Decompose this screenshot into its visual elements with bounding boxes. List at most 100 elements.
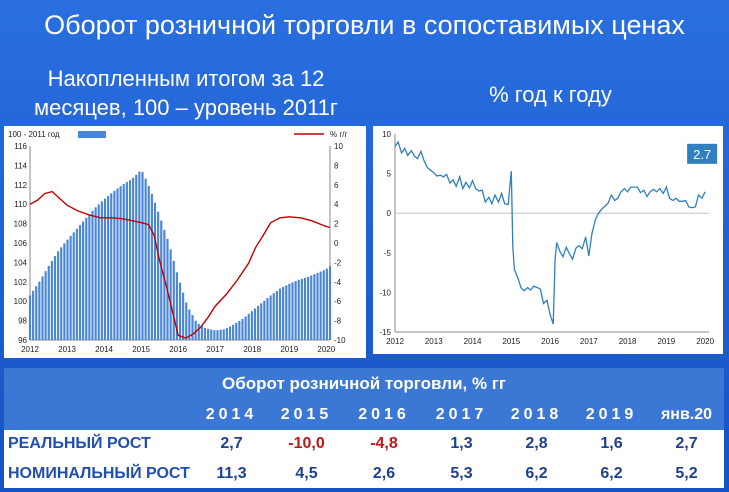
left-y2-tick-label: 0	[334, 239, 339, 248]
left-bar	[157, 211, 160, 340]
right-last-value-box	[687, 143, 718, 164]
left-bar	[172, 260, 175, 340]
left-bar	[266, 298, 269, 340]
left-bar	[125, 182, 128, 340]
left-bar	[200, 325, 203, 340]
left-bar	[88, 214, 91, 340]
left-bar	[78, 225, 82, 340]
left-x-tick-label: 2018	[243, 345, 261, 354]
left-bar	[41, 276, 44, 340]
cell-nominal-jan20: 5,2	[675, 465, 698, 482]
cell-nominal-2014: 11,3	[216, 465, 247, 482]
left-bar	[282, 286, 285, 340]
col-header-2018: 2018	[510, 406, 563, 423]
left-subtitle-line-2: месяцев, 100 – уровень 2011г	[34, 95, 338, 120]
left-chart: 100 - 2011 год% г/г969810010210410610811…	[8, 130, 347, 354]
left-bar	[82, 221, 85, 340]
left-bar	[63, 243, 66, 340]
table-row-nominal: НОМИНАЛЬНЫЙ РОСТ 11,3 4,5 2,6 5,3 6,2 6,…	[4, 460, 724, 488]
left-bar	[97, 204, 100, 340]
right-x-tick-label: 2016	[541, 337, 559, 346]
cell-real-2018: 2,8	[525, 435, 548, 452]
row-label-nominal: НОМИНАЛЬНЫЙ РОСТ	[8, 465, 190, 482]
right-y-tick-label: 10	[382, 130, 391, 139]
left-bar	[278, 288, 282, 340]
left-bar	[213, 330, 216, 340]
left-bar	[66, 239, 69, 340]
right-y-tick-label: -5	[384, 249, 392, 258]
left-y2-tick-label: -6	[334, 297, 342, 306]
cell-nominal-2015: 4,5	[295, 465, 318, 482]
left-bar	[269, 295, 272, 340]
cell-nominal-2018: 6,2	[525, 465, 548, 482]
left-y2-tick-label: 2	[334, 220, 339, 229]
left-y-tick-label: 110	[14, 200, 27, 209]
left-bar	[150, 193, 153, 340]
left-bar	[69, 235, 72, 340]
col-header-2015: 2015	[280, 406, 333, 423]
left-x-tick-label: 2014	[95, 345, 113, 354]
right-x-tick-label: 2015	[502, 337, 520, 346]
left-bar	[247, 313, 250, 340]
left-bar	[91, 210, 94, 340]
left-bar	[107, 195, 110, 340]
left-bar	[153, 202, 157, 340]
right-y-tick-label: 5	[387, 170, 392, 179]
left-bar	[110, 193, 113, 340]
left-bar	[72, 232, 75, 340]
left-bar	[113, 190, 116, 340]
table-row-real: РЕАЛЬНЫЙ РОСТ 2,7 -10,0 -4,8 1,3 2,8 1,6…	[4, 430, 724, 458]
left-bar	[188, 309, 191, 340]
left-y2-tick-label: -10	[334, 336, 346, 345]
left-y2-tick-label: 8	[334, 161, 339, 170]
right-x-tick-label: 2012	[386, 337, 404, 346]
left-y-tick-label: 102	[14, 278, 28, 287]
left-chart-panel: 100 - 2011 год% г/г 96 98 100 102 104 106 108 11…	[4, 126, 366, 358]
left-y-tick-label: 116	[14, 142, 27, 151]
left-bar	[57, 251, 60, 340]
right-x-tick-label: 2019	[657, 337, 675, 346]
left-y2-tick-label: -4	[334, 278, 342, 287]
left-bar	[141, 172, 144, 340]
left-bar	[328, 266, 332, 340]
left-bar	[103, 198, 107, 340]
col-header-2017: 2017	[435, 406, 488, 423]
left-bar	[316, 272, 319, 340]
left-bar	[53, 256, 57, 340]
left-bar	[144, 178, 147, 340]
left-bar	[294, 281, 297, 340]
left-bar	[322, 270, 325, 340]
left-bar	[44, 271, 47, 340]
right-x-tick-label: 2017	[580, 337, 598, 346]
cell-nominal-2019: 6,2	[600, 465, 623, 482]
right-chart-panel: -15 -10 -5 0 5 10 2012 2013 2014 2015 2016 2017 2018…	[373, 126, 723, 354]
left-bar	[138, 171, 141, 340]
left-y-tick-label: 108	[14, 220, 28, 229]
left-bar	[260, 303, 263, 340]
left-bar	[207, 328, 210, 340]
left-bar	[163, 229, 166, 340]
right-x-tick-label: 2014	[464, 337, 482, 346]
left-bar	[250, 311, 253, 340]
right-chart: -15 -10 -5 0 5 10 2012 2013 2014 2015 2016 2017 2018…	[379, 130, 718, 346]
left-bar	[216, 330, 219, 340]
row-label-real: РЕАЛЬНЫЙ РОСТ	[8, 435, 151, 452]
right-y-tick-label: -10	[379, 288, 391, 297]
col-header-2014: 2014	[205, 406, 258, 423]
left-legend-bar-swatch	[78, 131, 106, 138]
left-bar	[285, 285, 288, 340]
left-bar	[310, 275, 313, 340]
left-bar	[257, 305, 260, 340]
left-legend-line-text: % г/г	[330, 130, 347, 139]
right-growth-line	[394, 140, 706, 325]
left-bar	[288, 283, 291, 340]
cell-real-2016: -4,8	[370, 435, 398, 452]
left-bar	[319, 271, 322, 340]
left-bar	[238, 320, 241, 340]
left-bar	[175, 272, 178, 340]
left-x-tick-label: 2017	[206, 345, 224, 354]
left-y-tick-label: 106	[14, 239, 28, 248]
left-bar	[191, 315, 194, 340]
left-legend-bar-text: 100 - 2011 год	[8, 130, 60, 139]
